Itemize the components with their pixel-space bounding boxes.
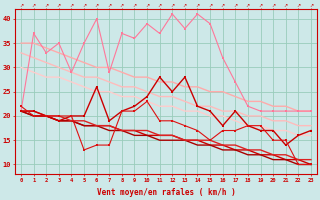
X-axis label: Vent moyen/en rafales ( km/h ): Vent moyen/en rafales ( km/h ) [97,188,236,197]
